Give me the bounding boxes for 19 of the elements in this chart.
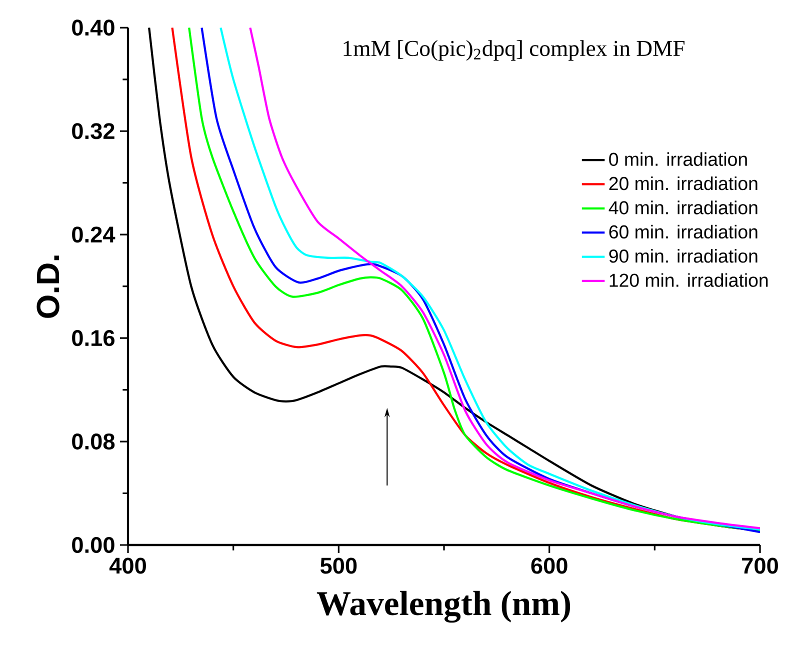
y-tick-label: 0.16 — [72, 330, 114, 346]
y-tick-label: 0.32 — [72, 123, 114, 140]
text: 1mM [Co(pic)$_{2}$dpq] complex in DMF — [344, 40, 684, 61]
legend-label: 120 min. irradiation — [610, 273, 768, 287]
x-tick-label: 600 — [531, 558, 568, 574]
legend-label: 90 min. irradiation — [609, 249, 758, 263]
y-tick-label: 0.40 — [72, 20, 114, 36]
y-tick-label: 0.08 — [72, 434, 115, 450]
y-tick-label: 0.24 — [72, 226, 116, 243]
legend-label: 0 min. irradiation — [609, 152, 747, 166]
y-tick-label: 0.00 — [72, 536, 114, 554]
legend-label: 60 min. irradiation — [609, 224, 758, 239]
legend-label: 40 min. irradiation — [608, 200, 758, 214]
y-axis-title: O.D. — [36, 256, 60, 318]
legend-label: 20 min. irradiation — [609, 176, 758, 190]
x-tick-label: 500 — [320, 558, 357, 574]
x-tick-label: 700 — [742, 558, 778, 574]
x-axis-title: Wavelength (nm) — [316, 590, 570, 623]
x-tick-label: 400 — [109, 558, 146, 574]
